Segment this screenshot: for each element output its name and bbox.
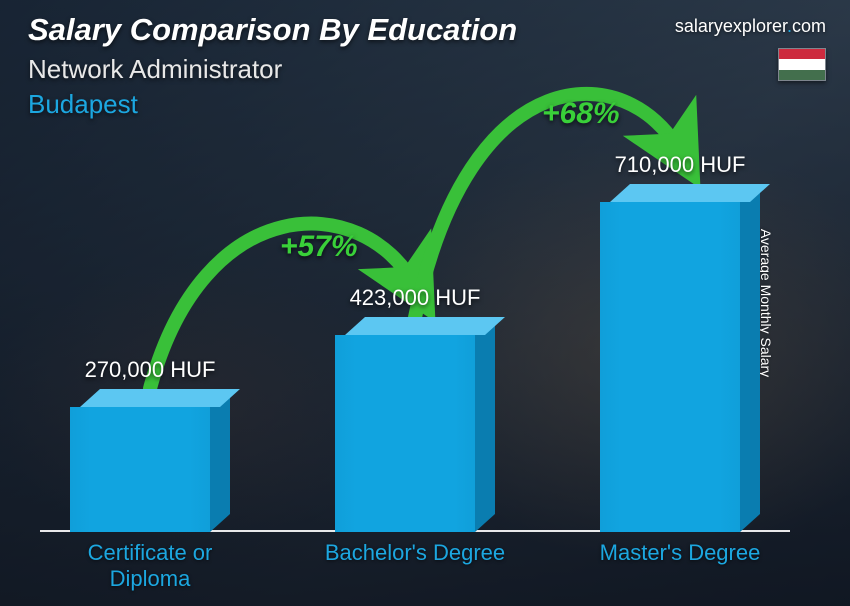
bar-front: [600, 202, 740, 532]
bar-value-label: 710,000 HUF: [570, 152, 790, 178]
bar-category-label: Bachelor's Degree: [315, 540, 515, 566]
flag-stripe-2: [779, 59, 825, 69]
bar-front: [335, 335, 475, 532]
flag-stripe-3: [779, 70, 825, 80]
bar-top: [80, 389, 240, 407]
flag-stripe-1: [779, 49, 825, 59]
bar-category-label: Certificate or Diploma: [50, 540, 250, 593]
brand-mid: explorer: [723, 16, 787, 36]
brand-post: com: [792, 16, 826, 36]
brand-pre: salary: [675, 16, 723, 36]
page-subtitle: Network Administrator: [28, 54, 517, 85]
page-location: Budapest: [28, 89, 517, 120]
chart-container: Salary Comparison By Education Network A…: [0, 0, 850, 606]
growth-pct-label-1: +68%: [542, 97, 620, 131]
bar-side: [740, 184, 760, 532]
bar-side: [210, 389, 230, 532]
page-title: Salary Comparison By Education: [28, 12, 517, 48]
growth-pct-label-0: +57%: [280, 230, 358, 264]
bar-top: [345, 317, 505, 335]
bar-side: [475, 317, 495, 532]
bar-category-label: Master's Degree: [580, 540, 780, 566]
bar-value-label: 270,000 HUF: [40, 357, 260, 383]
title-block: Salary Comparison By Education Network A…: [28, 12, 517, 120]
bar-value-label: 423,000 HUF: [305, 285, 525, 311]
bar-top: [610, 184, 770, 202]
chart-area: 270,000 HUF Certificate or Diploma 423,000…: [40, 150, 790, 590]
bar-front: [70, 407, 210, 532]
brand-logo: salaryexplorer.com: [675, 16, 826, 37]
flag-icon: [778, 48, 826, 81]
